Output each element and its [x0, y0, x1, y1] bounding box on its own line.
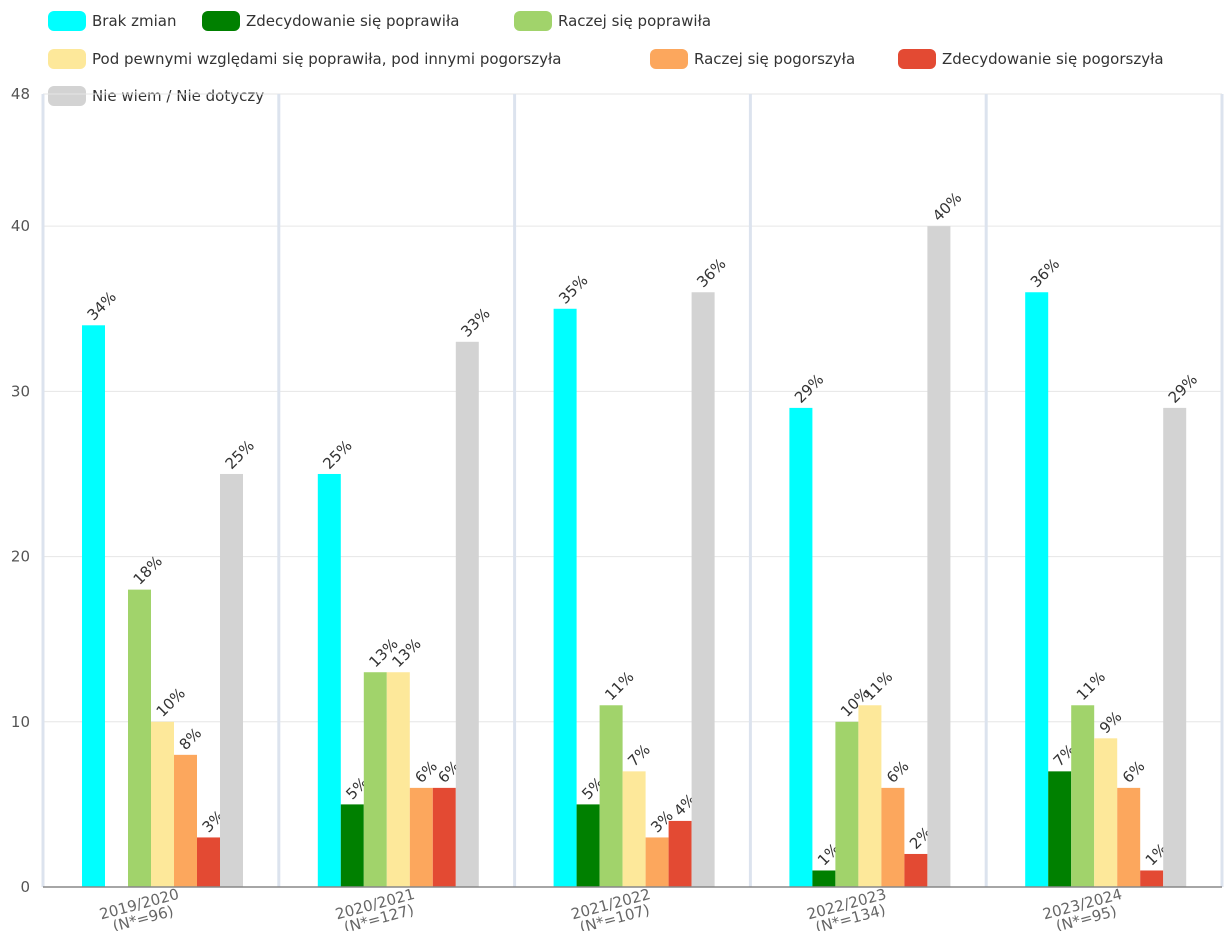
x-tick-label: 2022/2023(N*=134) [805, 885, 892, 931]
bar-raczej-sie-poprawila [1071, 705, 1095, 887]
bar-brak-zmian [553, 308, 577, 887]
bar-zdecydowanie-sie-poprawila [812, 870, 836, 887]
bar-brak-zmian [1025, 292, 1049, 887]
bar-zdecydowanie-sie-poprawila [340, 804, 364, 887]
y-tick-label: 48 [11, 85, 30, 103]
data-label: 10% [153, 684, 189, 720]
bar-nie-wiem-nie-dotyczy [1163, 407, 1187, 887]
data-label: 36% [693, 255, 729, 291]
bar-pod-pewnymi-wzgledami-sie-poprawila-pod-innymi-pogorszyla [151, 721, 174, 887]
data-label: 35% [555, 271, 591, 307]
legend-label: Nie wiem / Nie dotyczy [92, 87, 265, 105]
legend-label: Zdecydowanie się pogorszyła [942, 50, 1164, 68]
legend-swatch [202, 11, 240, 31]
y-tick-label: 20 [11, 548, 30, 566]
legend-label: Raczej się poprawiła [558, 12, 712, 30]
bar-zdecydowanie-sie-pogorszyla [432, 787, 456, 887]
data-label: 29% [791, 370, 827, 406]
legend-item-raczej-sie-pogorszyla[interactable]: Raczej się pogorszyła [650, 48, 855, 70]
data-label: 34% [84, 288, 120, 324]
bar-raczej-sie-poprawila [835, 721, 859, 887]
data-label: 25% [222, 437, 258, 473]
bar-pod-pewnymi-wzgledami-sie-poprawila-pod-innymi-pogorszyla [858, 705, 882, 887]
bar-zdecydowanie-sie-poprawila [1048, 771, 1072, 887]
bar-raczej-sie-pogorszyla [409, 787, 433, 887]
data-label: 8% [176, 724, 206, 754]
legend-item-raczej-sie-poprawila[interactable]: Raczej się poprawiła [514, 10, 711, 32]
y-tick-label: 0 [20, 878, 30, 896]
bar-zdecydowanie-sie-poprawila [576, 804, 600, 887]
legend-label: Zdecydowanie się poprawiła [246, 12, 460, 30]
bar-zdecydowanie-sie-pogorszyla [1140, 870, 1164, 887]
legend-item-zdecydowanie-sie-poprawila[interactable]: Zdecydowanie się poprawiła [202, 10, 459, 32]
y-tick-label: 10 [11, 713, 30, 731]
legend-item-nie-wiem-nie-dotyczy[interactable]: Nie wiem / Nie dotyczy [48, 85, 264, 107]
data-label: 6% [883, 757, 913, 787]
bar-nie-wiem-nie-dotyczy [691, 292, 715, 887]
bar-nie-wiem-nie-dotyczy [455, 341, 479, 887]
data-label: 9% [1096, 708, 1126, 738]
legend-swatch [48, 86, 86, 106]
legend-item-brak-zmian[interactable]: Brak zmian [48, 10, 176, 32]
data-label: 6% [1119, 757, 1149, 787]
bar-zdecydowanie-sie-pogorszyla [904, 853, 928, 887]
bar-nie-wiem-nie-dotyczy [927, 226, 951, 887]
legend-swatch [48, 11, 86, 31]
legend-swatch [898, 49, 936, 69]
legend-swatch [514, 11, 552, 31]
legend-item-zdecydowanie-sie-pogorszyla[interactable]: Zdecydowanie się pogorszyła [898, 48, 1164, 70]
bar-raczej-sie-pogorszyla [645, 837, 669, 887]
legend-item-pod-pewnymi-wzgledami-sie-poprawila-pod-innymi-pogorszyla[interactable]: Pod pewnymi względami się poprawiła, pod… [48, 48, 561, 70]
data-label: 40% [929, 189, 965, 225]
bar-zdecydowanie-sie-pogorszyla [668, 820, 692, 887]
data-label: 25% [319, 437, 355, 473]
bar-pod-pewnymi-wzgledami-sie-poprawila-pod-innymi-pogorszyla [386, 672, 410, 887]
data-label: 7% [624, 741, 654, 771]
bar-raczej-sie-poprawila [599, 705, 623, 887]
legend-swatch [48, 49, 86, 69]
bar-brak-zmian [317, 473, 341, 887]
bar-brak-zmian [82, 325, 105, 888]
legend-label: Raczej się pogorszyła [694, 50, 856, 68]
bar-raczej-sie-pogorszyla [1117, 787, 1141, 887]
bar-nie-wiem-nie-dotyczy [220, 473, 243, 887]
data-label: 18% [130, 552, 166, 588]
x-tick-label: 2019/2020(N*=96) [98, 885, 185, 931]
bar-pod-pewnymi-wzgledami-sie-poprawila-pod-innymi-pogorszyla [622, 771, 646, 887]
legend-label: Brak zmian [92, 12, 177, 30]
bar-zdecydowanie-sie-pogorszyla [197, 837, 220, 887]
bar-raczej-sie-poprawila [363, 672, 387, 887]
legend-label: Pod pewnymi względami się poprawiła, pod… [92, 50, 562, 68]
bar-pod-pewnymi-wzgledami-sie-poprawila-pod-innymi-pogorszyla [1094, 738, 1118, 887]
y-tick-label: 30 [11, 382, 30, 400]
data-label: 29% [1165, 370, 1201, 406]
data-label: 33% [457, 304, 493, 340]
x-tick-label: 2020/2021(N*=127) [333, 885, 420, 931]
x-tick-label: 2021/2022(N*=107) [569, 885, 656, 931]
bar-raczej-sie-pogorszyla [881, 787, 905, 887]
data-label: 11% [1073, 668, 1109, 704]
data-label: 11% [601, 668, 637, 704]
legend-swatch [650, 49, 688, 69]
y-tick-label: 40 [11, 217, 30, 235]
x-tick-label: 2023/2024(N*=95) [1041, 885, 1128, 931]
bar-raczej-sie-pogorszyla [174, 754, 197, 887]
data-label: 36% [1027, 255, 1063, 291]
bar-brak-zmian [789, 407, 813, 887]
bar-raczej-sie-poprawila [128, 589, 151, 887]
